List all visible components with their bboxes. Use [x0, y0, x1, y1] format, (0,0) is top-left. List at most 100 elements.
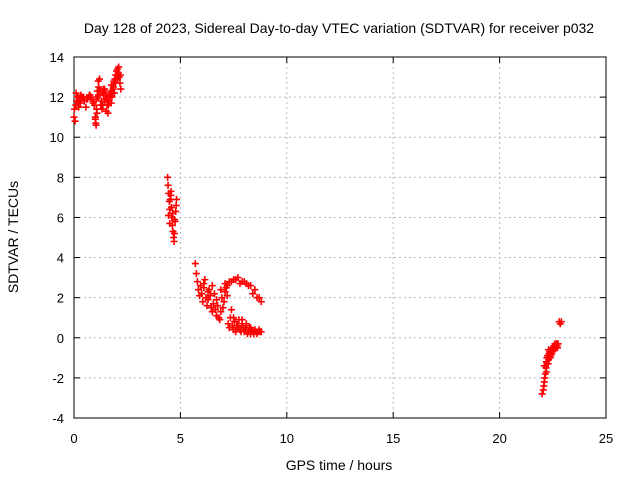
data-point [203, 302, 211, 310]
data-point [257, 328, 265, 336]
axis-ticks: 0 5 10 15 20 25 -4 -2 0 2 4 6 8 10 12 14 [50, 50, 614, 446]
data-point [207, 304, 215, 312]
data-point [231, 318, 239, 326]
data-point [111, 79, 119, 87]
x-tick-label: 25 [599, 431, 613, 446]
data-point [76, 99, 84, 107]
data-point [116, 71, 124, 79]
data-point [251, 286, 259, 294]
data-point [238, 316, 246, 324]
data-point [209, 300, 217, 308]
data-point [115, 63, 123, 71]
data-point [242, 320, 250, 328]
data-point [108, 93, 116, 101]
data-point [223, 292, 231, 300]
data-point [554, 340, 562, 348]
data-point [210, 290, 218, 298]
data-point [70, 105, 78, 113]
x-tick-label: 0 [70, 431, 77, 446]
data-point [82, 103, 90, 111]
x-tick-label: 20 [492, 431, 506, 446]
x-axis-label: GPS time / hours [286, 457, 393, 473]
data-point [164, 211, 172, 219]
data-point [71, 117, 79, 125]
data-point [204, 288, 212, 296]
data-point [224, 320, 232, 328]
data-point [92, 95, 100, 103]
data-point [170, 229, 178, 237]
data-point [234, 322, 242, 330]
data-point [164, 173, 172, 181]
data-point [244, 282, 252, 290]
data-point [172, 201, 180, 209]
y-axis-label: SDTVAR / TECUs [5, 181, 21, 293]
data-point [545, 346, 553, 354]
data-point [170, 238, 178, 246]
data-point [214, 302, 222, 310]
data-point [169, 209, 177, 217]
data-point [170, 215, 178, 223]
data-point [217, 286, 225, 294]
data-point [110, 89, 118, 97]
data-point [94, 91, 102, 99]
data-point [70, 113, 78, 121]
data-point [72, 89, 80, 97]
data-point [114, 75, 122, 83]
data-point [249, 290, 257, 298]
data-point [538, 390, 546, 398]
data-point [93, 87, 101, 95]
data-point [89, 99, 97, 107]
data-point [216, 316, 224, 324]
data-point [164, 181, 172, 189]
data-point [92, 119, 100, 127]
data-point [191, 260, 199, 268]
data-point [167, 187, 175, 195]
data-point [247, 324, 255, 332]
plot-frame [73, 56, 607, 419]
y-tick-label: 14 [50, 50, 64, 65]
data-point [117, 85, 125, 93]
y-tick-label: -2 [52, 371, 64, 386]
data-point [542, 368, 550, 376]
data-point [167, 203, 175, 211]
data-points [70, 63, 565, 398]
data-point [95, 83, 103, 91]
data-point [199, 298, 207, 306]
data-point [73, 97, 81, 105]
data-point [94, 77, 102, 85]
data-point [240, 278, 248, 286]
data-point [83, 95, 91, 103]
chart-title: Day 128 of 2023, Sidereal Day-to-day VTE… [84, 20, 594, 36]
data-point [217, 308, 225, 316]
data-point [193, 278, 201, 286]
data-point [236, 280, 244, 288]
x-tick-label: 10 [280, 431, 294, 446]
y-tick-label: 2 [57, 291, 64, 306]
data-point [227, 278, 235, 286]
data-point [253, 294, 261, 302]
data-point [223, 282, 231, 290]
data-point [257, 298, 265, 306]
y-tick-label: 4 [57, 251, 64, 266]
data-point [227, 306, 235, 314]
data-point [200, 280, 208, 288]
data-point [104, 101, 112, 109]
data-point [166, 219, 174, 227]
data-point [219, 304, 227, 312]
data-point [232, 276, 240, 284]
y-tick-label: 10 [50, 130, 64, 145]
y-tick-label: 0 [57, 331, 64, 346]
data-point [230, 314, 238, 322]
data-point [102, 89, 110, 97]
grid-lines [74, 57, 606, 418]
x-tick-label: 15 [386, 431, 400, 446]
data-point [212, 306, 220, 314]
data-point [540, 362, 548, 370]
data-point [93, 105, 101, 113]
data-point [104, 109, 112, 117]
data-point [75, 103, 83, 111]
y-tick-label: -4 [52, 411, 64, 426]
data-point [201, 276, 209, 284]
data-point [194, 286, 202, 294]
